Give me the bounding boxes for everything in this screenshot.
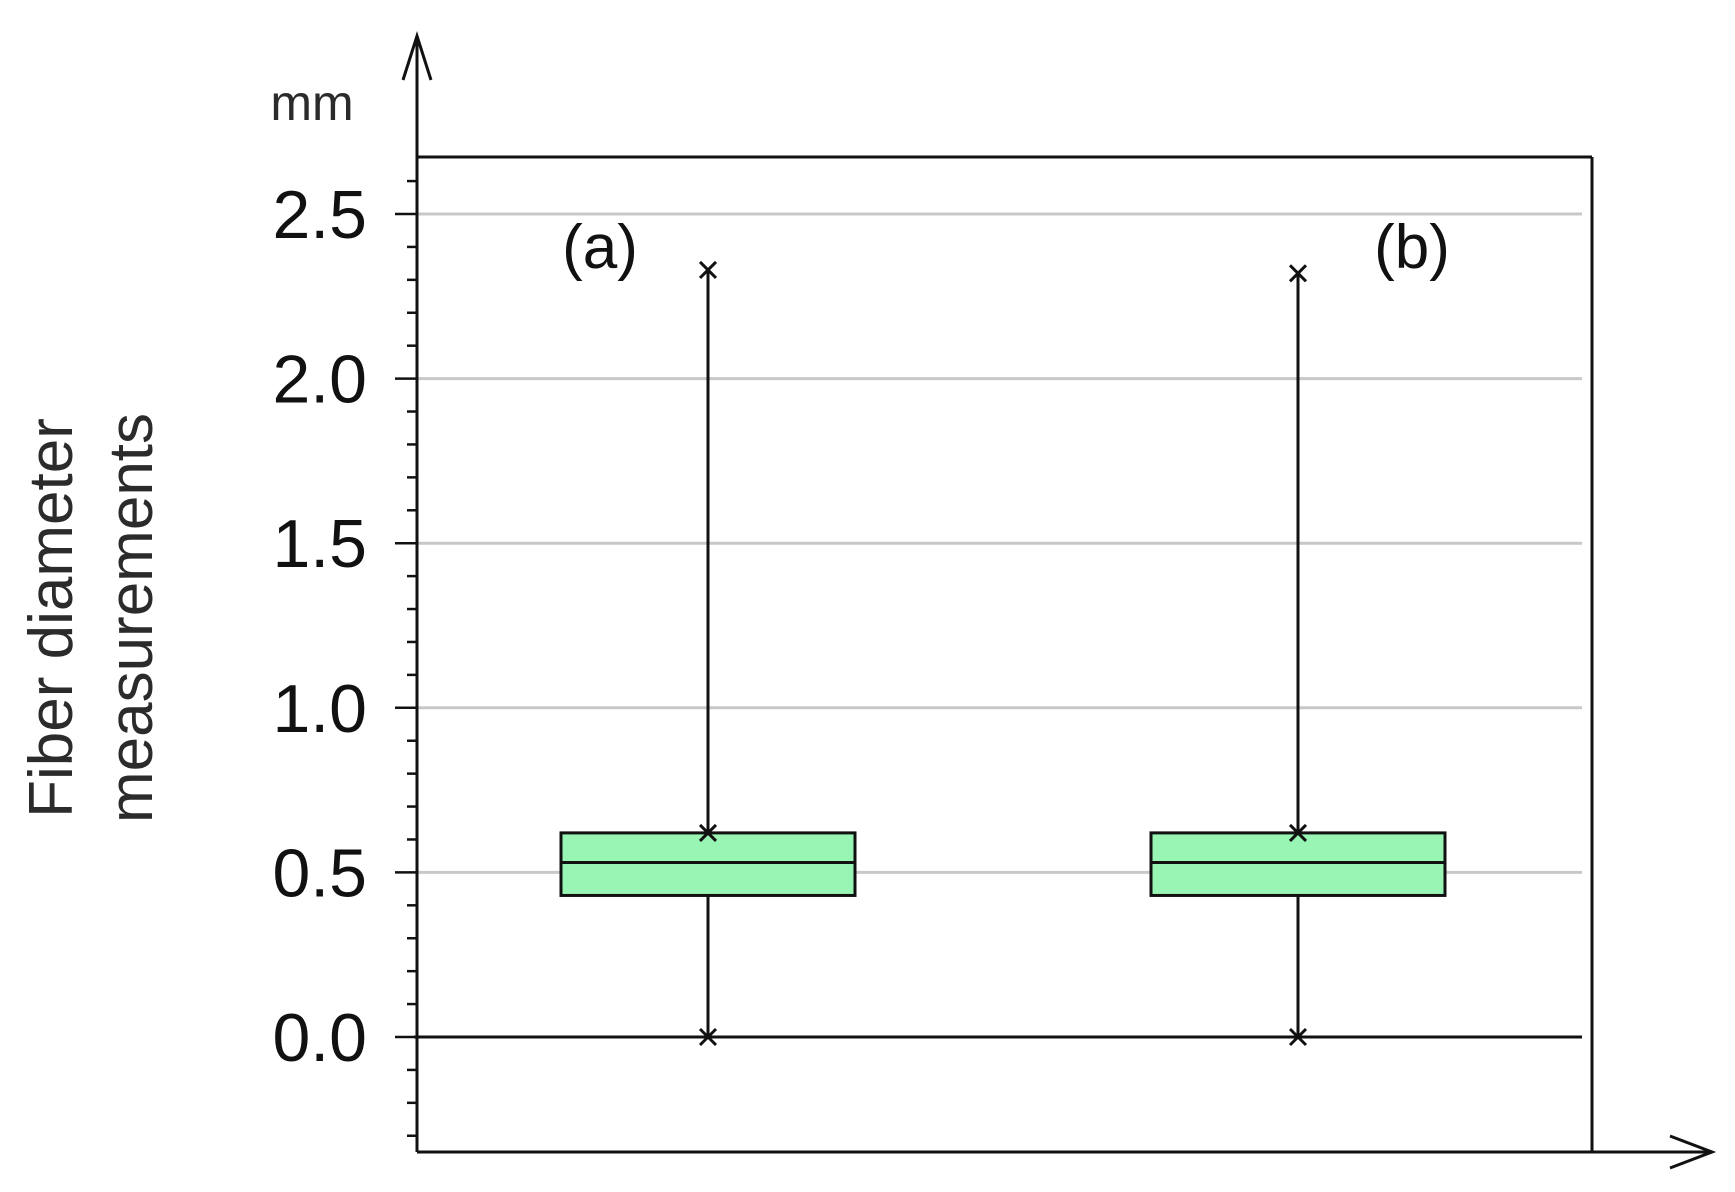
q3-marker-stroke-2 xyxy=(698,823,718,842)
panel-label-b: (b) xyxy=(1374,213,1450,282)
box-a xyxy=(559,260,857,1047)
max-marker-stroke-2 xyxy=(1288,264,1308,283)
box-series xyxy=(559,260,1447,1047)
q3-marker-stroke-2 xyxy=(1288,823,1308,842)
box-b xyxy=(1149,264,1447,1047)
panel-labels: (a) (b) xyxy=(562,213,1450,282)
y-tick-label-1: 0.5 xyxy=(272,835,367,911)
min-marker-stroke-2 xyxy=(698,1027,718,1047)
min-marker-stroke-2 xyxy=(1288,1027,1308,1047)
y-axis-ticks: 0.0 0.5 1.0 1.5 2.0 2.5 xyxy=(272,177,417,1138)
y-axis-label-line-2: measurements xyxy=(97,413,166,823)
y-tick-label-5: 2.5 xyxy=(272,177,367,253)
box-iqr xyxy=(559,831,857,897)
max-marker-stroke-2 xyxy=(698,260,718,280)
box-iqr xyxy=(1149,831,1447,897)
y-axis-arrow xyxy=(401,31,433,81)
y-axis-unit-label: mm xyxy=(270,75,353,131)
x-axis-arrow xyxy=(1669,1134,1717,1170)
axes xyxy=(401,31,1717,1170)
plot-frame xyxy=(417,155,1594,1152)
y-tick-label-4: 2.0 xyxy=(272,342,367,418)
y-tick-label-3: 1.5 xyxy=(272,506,367,582)
y-tick-label-0: 0.0 xyxy=(272,1000,367,1076)
y-tick-label-2: 1.0 xyxy=(272,671,367,747)
y-axis-label-line-1: Fiber diameter xyxy=(17,418,86,818)
panel-label-a: (a) xyxy=(562,213,638,282)
gridlines xyxy=(414,212,1582,1039)
